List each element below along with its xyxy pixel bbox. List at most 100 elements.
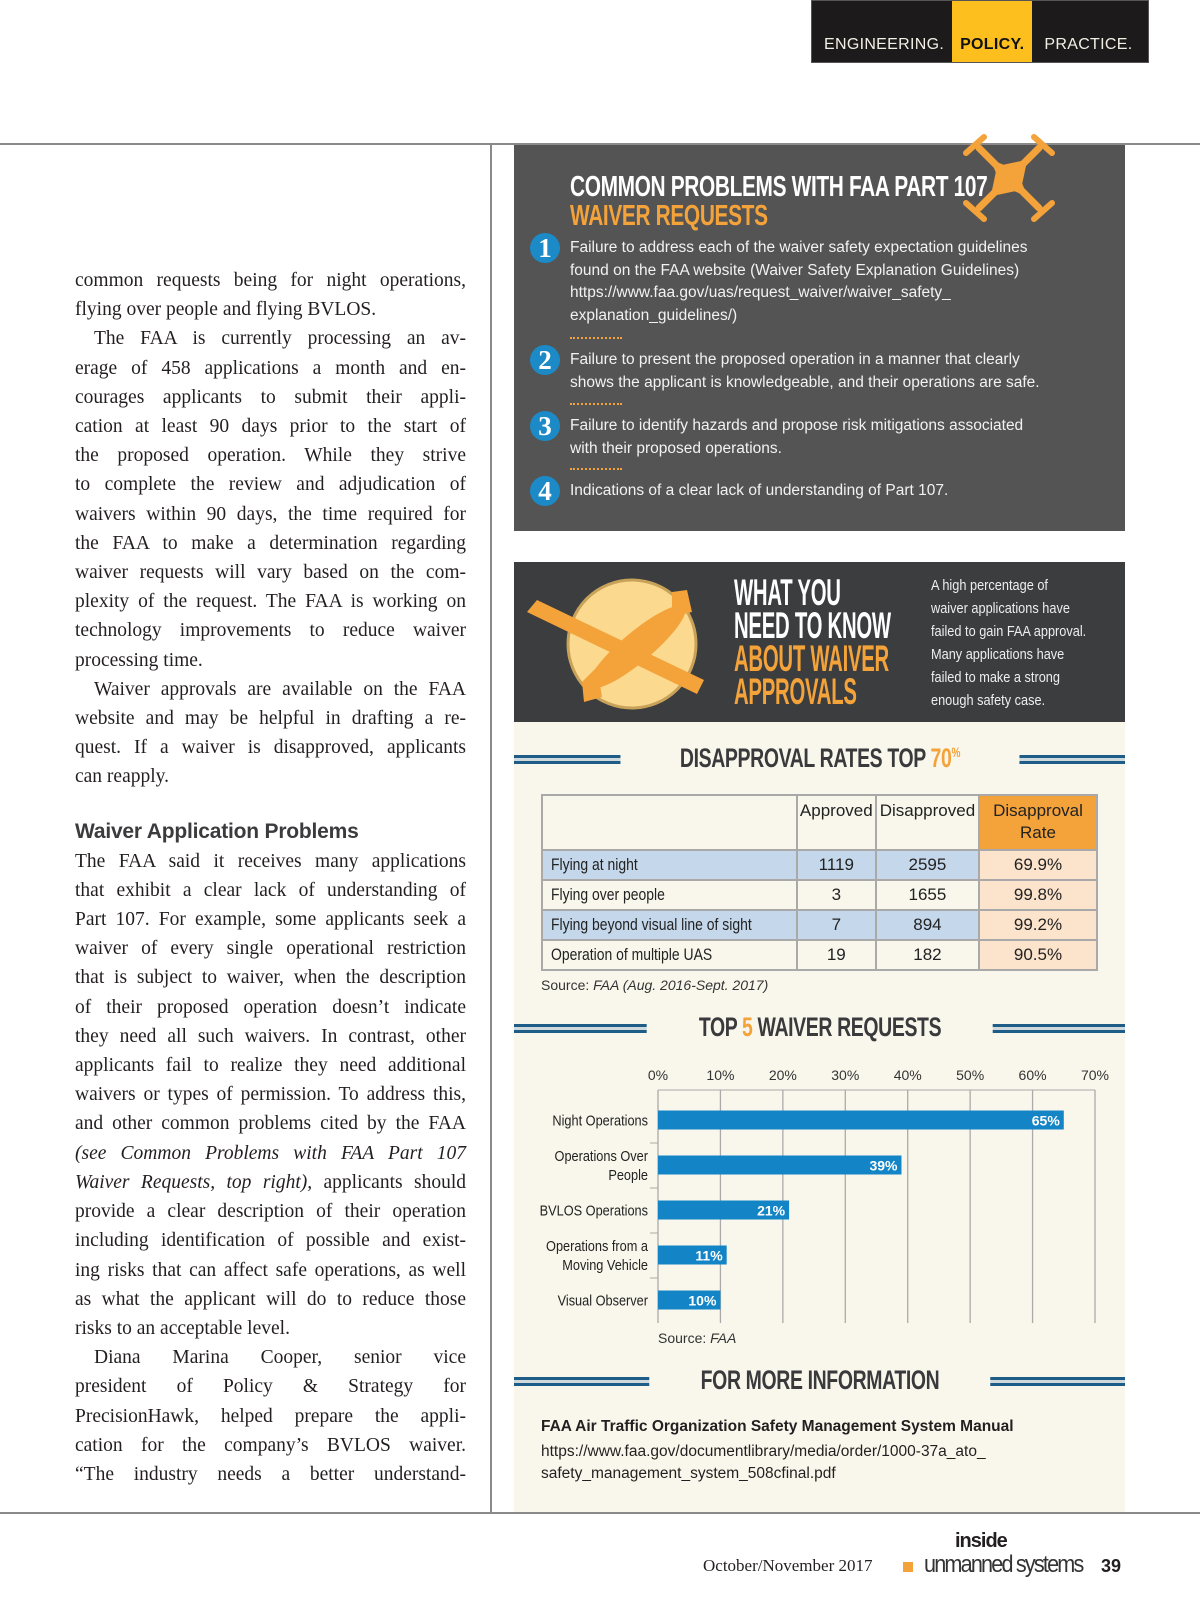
page-number: 39 bbox=[1101, 1556, 1122, 1576]
heading-text: FOR MORE INFORMATION bbox=[700, 1365, 939, 1395]
know-title-line: ABOUT WAIVER bbox=[734, 638, 889, 679]
text-line: ing risks that can affect safe operation… bbox=[75, 1259, 466, 1281]
text-line: common requests being for night operatio… bbox=[75, 270, 466, 291]
table-row: Operation of multiple UAS 19 182 90.5% bbox=[541, 939, 1098, 971]
x-tick-label: 0% bbox=[648, 1067, 668, 1083]
problem-text-line: explanation_guidelines/) bbox=[570, 306, 738, 324]
more-info-heading: FOR MORE INFORMATION bbox=[514, 1365, 1125, 1397]
text-line: The FAA is currently processing an av- bbox=[94, 328, 466, 350]
text-line: that is subject to waiver, when the desc… bbox=[75, 967, 466, 989]
desc-line: waiver applications have bbox=[931, 600, 1070, 617]
problem-text-line: https://www.faa.gov/uas/request_waiver/w… bbox=[570, 284, 951, 302]
disapproval-table: Approved Disapproved Disapproval Rate Fl… bbox=[541, 794, 1098, 971]
category-label: Operations from a bbox=[546, 1237, 648, 1254]
x-tick-label: 50% bbox=[956, 1067, 984, 1083]
rate-cell: 99.8% bbox=[978, 879, 1098, 911]
desc-line: Many applications have bbox=[931, 646, 1065, 663]
text-line: cation for the company’s BVLOS waiver. bbox=[75, 1434, 466, 1456]
heading-text: DISAPPROVAL RATES TOP bbox=[679, 743, 931, 773]
column-divider bbox=[490, 144, 492, 1512]
text-line: risks to an acceptable level. bbox=[75, 1317, 290, 1339]
disapproval-heading: DISAPPROVAL RATES TOP 70% bbox=[514, 743, 1125, 775]
section-heading: Waiver Application Problems bbox=[75, 819, 359, 843]
heading-text: WAIVER REQUESTS bbox=[752, 1012, 941, 1042]
issue-date: October/November 2017 bbox=[703, 1556, 873, 1575]
problem-item: 2 Failure to present the proposed operati… bbox=[530, 345, 1115, 394]
text-line: website and may be helpful in drafting a… bbox=[75, 708, 466, 730]
know-description: A high percentage of waiver applications… bbox=[931, 574, 1105, 712]
rate-cell: 99.2% bbox=[978, 909, 1098, 941]
problem-text-line: shows the applicant is knowledgeable, an… bbox=[570, 373, 1040, 391]
text-line: and other common problems cited by the F… bbox=[75, 1113, 466, 1135]
tag-policy: POLICY. bbox=[952, 1, 1033, 62]
category-label: People bbox=[608, 1166, 648, 1183]
text-line: Waiver approvals are available on the FA… bbox=[94, 678, 466, 700]
more-info-url[interactable]: https://www.faa.gov/documentlibrary/medi… bbox=[541, 1441, 1101, 1485]
text-line: the FAA to make a determination regardin… bbox=[75, 532, 466, 554]
text-line: provide a clear description of their ope… bbox=[75, 1201, 466, 1223]
problem-text-line: Failure to present the proposed operatio… bbox=[570, 351, 1020, 368]
text-line: quest. If a waiver is disapproved, appli… bbox=[75, 737, 466, 759]
row-label: Flying beyond visual line of sight bbox=[541, 909, 798, 941]
know-title-line: WHAT YOU bbox=[734, 572, 841, 613]
text-line: Part 107. For example, some applicants s… bbox=[75, 909, 466, 931]
x-tick-label: 60% bbox=[1019, 1067, 1047, 1083]
know-title-line: APPROVALS bbox=[734, 671, 857, 712]
problem-text-line: found on the FAA website (Waiver Safety … bbox=[570, 261, 1020, 279]
bar-data-label: 65% bbox=[1032, 1113, 1061, 1129]
logo-inside: inside bbox=[955, 1530, 1008, 1552]
tag-engineering: ENGINEERING. bbox=[824, 36, 945, 53]
row-label-text: Flying beyond visual line of sight bbox=[551, 915, 752, 934]
disapproved-cell: 2595 bbox=[874, 849, 981, 881]
text-line: waivers within 90 days, the time require… bbox=[75, 503, 466, 525]
text-line: waivers or types of permission. To addre… bbox=[75, 1084, 466, 1106]
top5-bar-chart: 0% 10% 20% 30% 40% 50% 60% 70% 65% Night Operatio… bbox=[540, 1067, 1109, 1323]
problem-item: 4 Indications of a clear lack of understa… bbox=[530, 476, 1115, 506]
text-line: (see Common Problems with FAA Part 107 bbox=[75, 1142, 466, 1164]
url-line[interactable]: https://www.faa.gov/documentlibrary/medi… bbox=[541, 1443, 986, 1460]
number-badge-icon: 4 bbox=[530, 476, 560, 506]
square-bullet-icon bbox=[903, 1562, 913, 1572]
url-line[interactable]: safety_management_system_508cfinal.pdf bbox=[541, 1465, 836, 1482]
bar-data-label: 39% bbox=[869, 1158, 898, 1174]
approved-cell: 7 bbox=[795, 909, 877, 941]
bottom-rule bbox=[0, 1512, 1200, 1514]
text-line: applicants fail to realize they need add… bbox=[75, 1055, 466, 1077]
col-header-rate: Disapproval Rate bbox=[978, 794, 1098, 851]
source-value: FAA bbox=[710, 1330, 737, 1346]
disapproved-cell: 182 bbox=[874, 939, 981, 971]
italic-ref: Waiver Requests, top right), bbox=[75, 1171, 313, 1193]
text-line: president of Policy & Strategy for bbox=[75, 1376, 466, 1398]
text-line: “The industry needs a better understand- bbox=[75, 1463, 466, 1485]
heading-highlight: 5 bbox=[741, 1012, 753, 1042]
rate-cell: 90.5% bbox=[978, 939, 1098, 971]
bar bbox=[658, 1290, 721, 1310]
bar bbox=[658, 1245, 727, 1265]
dotted-divider bbox=[570, 403, 622, 405]
bar-data-label: 11% bbox=[695, 1248, 723, 1264]
x-tick-label: 20% bbox=[769, 1067, 797, 1083]
source-label: Source: bbox=[541, 977, 594, 993]
title-line-1: COMMON PROBLEMS WITH FAA PART 107 bbox=[570, 171, 988, 203]
text-line: Diana Marina Cooper, senior vice bbox=[94, 1347, 466, 1369]
drone-icon bbox=[963, 134, 1055, 222]
disapproved-cell: 1655 bbox=[874, 879, 981, 911]
text-line: to complete the review and adjudication … bbox=[75, 474, 466, 496]
know-title: WHAT YOU NEED TO KNOW ABOUT WAIVER APPRO… bbox=[734, 572, 1019, 712]
common-problems-box: COMMON PROBLEMS WITH FAA PART 107 WAIVER… bbox=[514, 134, 1125, 531]
row-label-text: Flying at night bbox=[551, 855, 638, 874]
text: applicants should bbox=[312, 1171, 466, 1193]
article-body: common requests being for night operatio… bbox=[75, 266, 466, 1489]
problems-title: COMMON PROBLEMS WITH FAA PART 107 WAIVER… bbox=[570, 173, 1150, 231]
title-line-2: WAIVER REQUESTS bbox=[570, 200, 768, 232]
text-line: Waiver Requests, top right), applicants … bbox=[75, 1168, 466, 1197]
tag-practice: PRACTICE. bbox=[1044, 36, 1133, 53]
number-badge-icon: 1 bbox=[530, 233, 560, 263]
top-rule bbox=[0, 143, 1200, 145]
row-label-text: Flying over people bbox=[551, 885, 665, 904]
know-title-line: NEED TO KNOW bbox=[734, 605, 891, 646]
approved-cell: 19 bbox=[795, 939, 877, 971]
what-you-need-to-know-box: WHAT YOU NEED TO KNOW ABOUT WAIVER APPRO… bbox=[514, 562, 1125, 722]
disapproved-cell: 894 bbox=[874, 909, 981, 941]
top5-heading: TOP 5 WAIVER REQUESTS bbox=[514, 1012, 1125, 1044]
